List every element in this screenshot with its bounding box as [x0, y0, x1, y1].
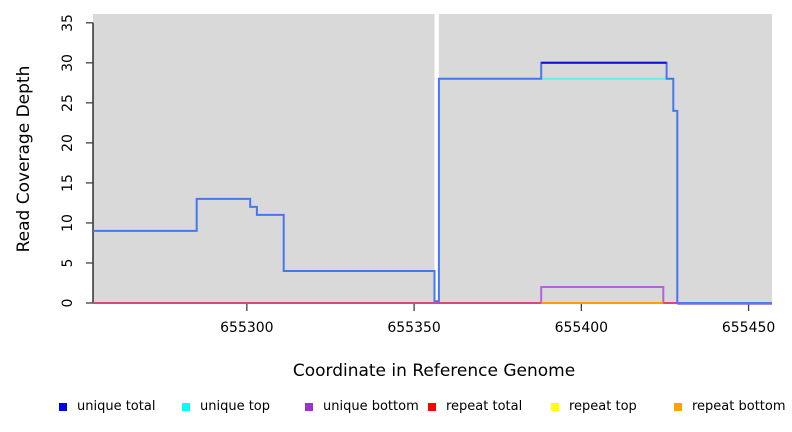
- legend-item-unique-total: unique total: [59, 398, 155, 415]
- y-tick-label: 25: [60, 93, 76, 112]
- y-tick-label: 35: [60, 13, 76, 32]
- legend-swatch-repeat-top-icon: [551, 402, 559, 411]
- y-tick-label: 30: [60, 53, 76, 72]
- series-unique-total-line: [93, 61, 772, 304]
- legend-label: unique top: [200, 399, 271, 414]
- legend-item-repeat-total: repeat total: [428, 398, 522, 415]
- x-tick-label: 655400: [554, 320, 609, 336]
- legend-item-repeat-top: repeat top: [551, 398, 637, 415]
- legend-swatch-unique-top-icon: [182, 402, 190, 411]
- legend-label: repeat bottom: [692, 399, 786, 414]
- plot-background: [93, 14, 772, 304]
- legend-item-unique-bottom: unique bottom: [305, 398, 419, 415]
- y-tick-label: 5: [60, 258, 76, 268]
- y-axis-title: Read Coverage Depth: [14, 65, 34, 253]
- legend-swatch-unique-bottom-icon: [305, 402, 313, 411]
- legend-swatch-repeat-bottom-icon: [674, 402, 682, 411]
- y-tick-label: 15: [60, 173, 76, 192]
- y-tick-label: 10: [60, 214, 76, 232]
- legend-swatch-unique-total-icon: [59, 402, 67, 411]
- x-tick-label: 655300: [220, 320, 274, 336]
- legend-item-unique-top: unique top: [182, 398, 270, 415]
- legend-swatch-repeat-total-icon: [428, 402, 436, 411]
- x-tick-label: 655450: [721, 320, 776, 336]
- legend-label: unique bottom: [323, 399, 419, 414]
- legend-label: repeat total: [446, 399, 523, 414]
- sequencing-gap-band: [434, 14, 439, 302]
- legend-item-repeat-bottom: repeat bottom: [674, 398, 786, 415]
- y-tick-label: 0: [60, 298, 76, 308]
- legend-label: repeat top: [569, 399, 637, 414]
- x-tick-label: 655350: [387, 320, 441, 336]
- y-tick-label: 20: [60, 133, 76, 152]
- x-axis-title: Coordinate in Reference Genome: [292, 361, 576, 381]
- legend-label: unique total: [77, 399, 156, 414]
